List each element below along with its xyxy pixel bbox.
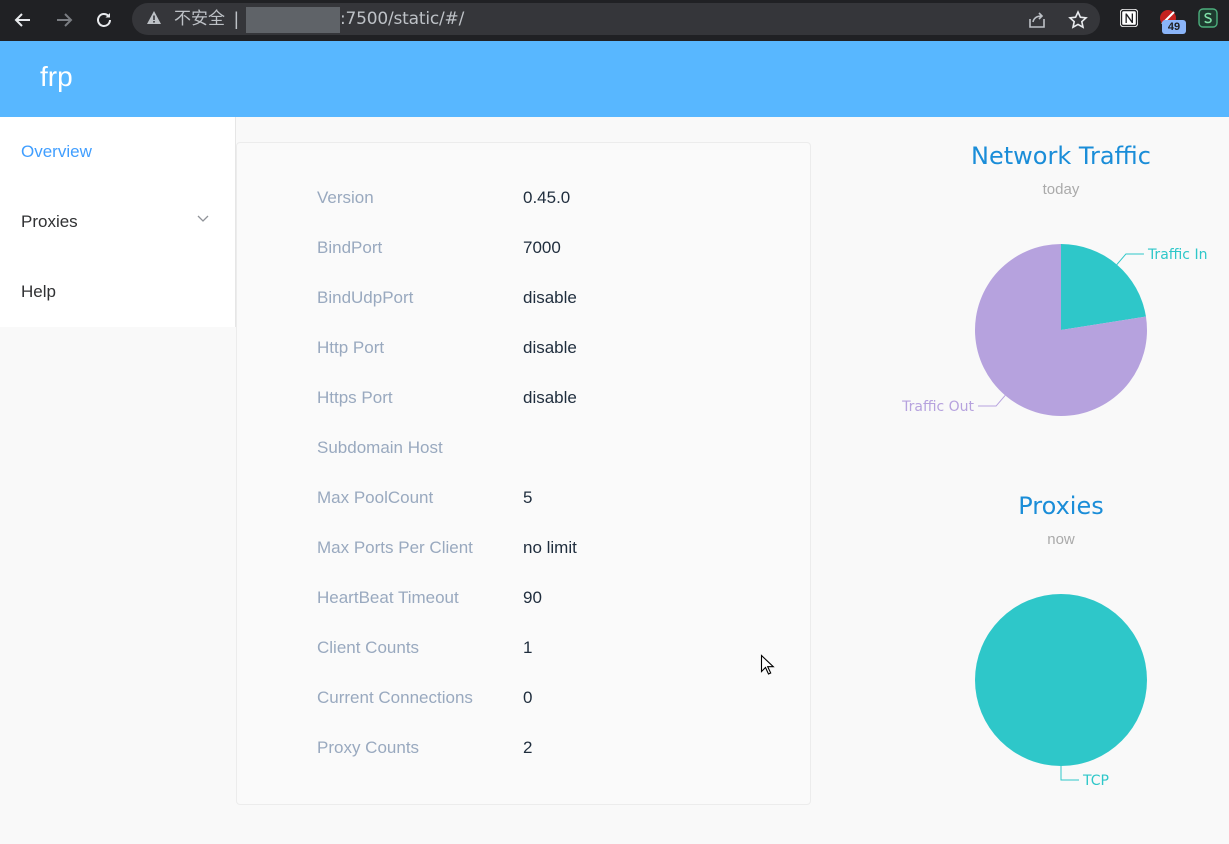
info-value: disable (523, 388, 577, 407)
star-icon (1068, 10, 1088, 29)
info-key: Subdomain Host (317, 438, 443, 457)
notion-extension[interactable] (1118, 7, 1140, 29)
info-value: 2 (523, 738, 533, 757)
brand-title[interactable]: frp (40, 61, 73, 92)
sidebar-item-proxies[interactable]: Proxies (0, 187, 235, 257)
label-line-tcp (1060, 766, 1079, 781)
sidebar-item-label: Overview (21, 142, 92, 161)
label-line-traffic-out (978, 395, 1006, 407)
mouse-cursor-icon (760, 654, 775, 675)
pie-slice-traffic-out[interactable] (975, 244, 1147, 416)
pie-label-tcp: TCP (1082, 773, 1109, 789)
warning-icon (147, 11, 161, 24)
info-value: disable (523, 288, 577, 307)
address-bar[interactable]: 不安全 | :7500/static/#/ (132, 3, 1100, 35)
chevron-down-icon (197, 215, 209, 222)
browser-toolbar: 不安全 | :7500/static/#/ 49 (0, 0, 1229, 41)
pie-slice-tcp[interactable] (975, 594, 1147, 766)
info-value: 7000 (523, 238, 561, 257)
bookmark-button[interactable] (1067, 9, 1089, 31)
label-line-traffic-in (1116, 253, 1144, 265)
pie-label-traffic-in: Traffic In (1147, 247, 1208, 263)
share-icon (1029, 12, 1045, 28)
info-key: Client Counts (317, 638, 420, 657)
share-button[interactable] (1026, 9, 1048, 31)
security-label[interactable]: 不安全 (174, 9, 225, 28)
info-value: 90 (523, 588, 542, 607)
traffic-pie-chart: Traffic In Traffic Out (901, 244, 1208, 416)
proxies-pie-chart: TCP (975, 594, 1147, 789)
sidebar-item-label: Help (21, 282, 56, 301)
url-separator: | (234, 9, 239, 29)
proxies-chart-title: Proxies (1018, 492, 1104, 520)
info-key: Version (317, 188, 374, 207)
info-key: BindPort (317, 238, 383, 257)
info-key: Proxy Counts (317, 738, 420, 757)
arrow-right-icon (57, 13, 73, 27)
info-value: 5 (523, 488, 533, 507)
info-value: 1 (523, 638, 533, 657)
server-info-card: Version 0.45.0 BindPort 7000 BindUdpPort di… (236, 142, 811, 805)
app-header: frp (0, 41, 1229, 117)
sidebar-menu: Overview Proxies Help (0, 117, 236, 327)
info-value: 0.45.0 (523, 188, 571, 207)
arrow-left-icon (14, 13, 30, 27)
redacted-host (246, 7, 340, 33)
extension-badge: 49 (1162, 20, 1186, 34)
s-extension[interactable] (1197, 7, 1219, 29)
reload-icon (97, 13, 111, 27)
pie-slice-traffic-in[interactable] (1061, 244, 1146, 330)
reload-button[interactable] (90, 6, 118, 34)
info-key: Https Port (317, 388, 393, 407)
info-value: no limit (523, 538, 577, 557)
proxies-chart-subtitle: now (1047, 531, 1075, 548)
pie-label-traffic-out: Traffic Out (901, 399, 974, 415)
info-key: Http Port (317, 338, 385, 357)
sidebar-item-label: Proxies (21, 212, 78, 231)
traffic-chart-title: Network Traffic (971, 142, 1151, 170)
info-value: disable (523, 338, 577, 357)
url-text[interactable]: :7500/static/#/ (340, 9, 465, 29)
sidebar-item-help[interactable]: Help (0, 257, 235, 327)
notion-icon (1120, 9, 1138, 27)
forward-button[interactable] (50, 6, 78, 34)
info-key: Max PoolCount (317, 488, 434, 507)
traffic-chart-subtitle: today (1042, 181, 1080, 198)
info-key: HeartBeat Timeout (317, 588, 459, 607)
info-value: 0 (523, 688, 533, 707)
sidebar-item-overview[interactable]: Overview (0, 117, 235, 187)
info-key: BindUdpPort (317, 288, 414, 307)
back-button[interactable] (9, 6, 37, 34)
info-key: Max Ports Per Client (317, 538, 473, 557)
s-logo-icon (1198, 8, 1218, 28)
info-key: Current Connections (317, 688, 473, 707)
